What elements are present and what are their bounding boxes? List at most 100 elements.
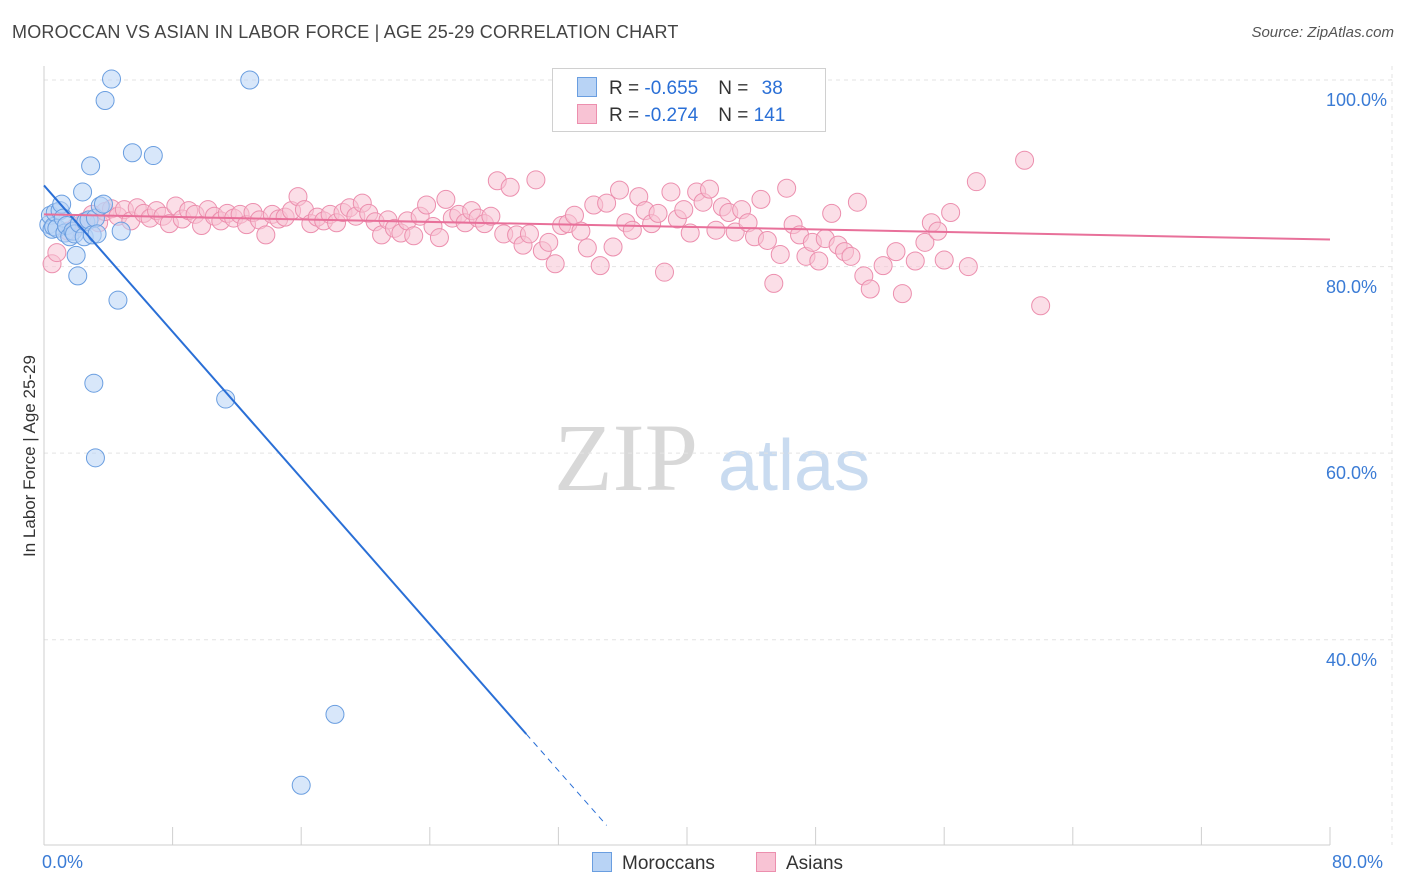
asian-point <box>892 284 912 304</box>
asian-trend-line <box>43 213 1331 241</box>
trend-lines <box>43 184 1331 826</box>
legend-row-asians: R = -0.274 N = 141 <box>577 104 785 127</box>
asian-point <box>958 257 978 277</box>
legend-r-value: -0.655 <box>644 78 699 99</box>
moroccan-point <box>81 156 101 176</box>
legend-r-label: R = <box>609 105 645 126</box>
legend-n-label: N = <box>718 105 754 126</box>
moroccan-point <box>216 389 236 409</box>
asian-point <box>256 225 276 245</box>
moroccan-point <box>102 69 122 89</box>
asian-point <box>751 189 771 209</box>
asian-point <box>847 192 867 212</box>
asian-point <box>417 195 437 215</box>
chart-title: MOROCCAN VS ASIAN IN LABOR FORCE | AGE 2… <box>12 22 679 42</box>
asian-point <box>622 220 642 240</box>
asian-points <box>42 150 1051 316</box>
asian-point <box>1015 150 1035 170</box>
moroccan-point <box>325 704 345 724</box>
asians-legend-label: Asians <box>786 853 844 874</box>
asian-point <box>597 193 617 213</box>
watermark-atlas: atlas <box>718 426 870 506</box>
asian-point <box>539 232 559 252</box>
moroccan-point <box>68 266 88 286</box>
moroccan-point <box>111 221 131 241</box>
y-tick-label: 60.0% <box>1326 463 1378 484</box>
asian-point <box>915 232 935 252</box>
legend-n-value: 141 <box>753 105 786 126</box>
asian-point <box>661 182 681 202</box>
asian-point <box>564 205 584 225</box>
moroccan-point <box>143 146 163 166</box>
asian-point <box>609 180 629 200</box>
axes <box>43 66 1331 846</box>
asian-point <box>590 256 610 276</box>
asian-point <box>860 279 880 299</box>
moroccan-point <box>73 182 93 202</box>
moroccan-point <box>93 194 113 214</box>
asian-point <box>429 228 449 248</box>
asian-point <box>886 242 906 262</box>
asian-point <box>757 230 777 250</box>
asian-point <box>706 220 726 240</box>
legend-row-moroccans: R = -0.655 N = 38 <box>577 77 783 100</box>
asian-point <box>674 200 694 220</box>
asian-point <box>436 189 456 209</box>
legend-n-label: N = <box>718 78 754 99</box>
asian-point <box>841 246 861 266</box>
moroccan-point <box>108 290 128 310</box>
asian-point <box>680 223 700 243</box>
moroccan-point <box>291 775 311 795</box>
moroccan-point <box>122 143 142 163</box>
source-label: Source: ZipAtlas.com <box>1251 24 1394 41</box>
moroccans-legend-swatch <box>592 852 612 872</box>
y-tick-label: 80.0% <box>1326 276 1378 297</box>
moroccan-points <box>39 69 345 795</box>
asian-point <box>603 237 623 257</box>
asian-point <box>648 203 668 223</box>
asian-point <box>577 238 597 258</box>
moroccans-swatch <box>577 77 597 97</box>
asian-point <box>873 256 893 276</box>
asian-point <box>654 262 674 282</box>
asian-point <box>47 243 67 263</box>
correlation-legend: R = -0.655 N = 38 R = -0.274 N = 141 <box>552 68 826 132</box>
moroccan-point <box>240 70 260 90</box>
asian-point <box>481 206 501 226</box>
asian-point <box>777 178 797 198</box>
x-tick-min: 0.0% <box>42 852 84 872</box>
asian-point <box>770 244 790 264</box>
moroccan-point <box>84 373 104 393</box>
asian-point <box>905 251 925 271</box>
moroccan-trend-line <box>43 184 528 735</box>
bottom-legend-moroccans: Moroccans <box>592 852 715 875</box>
legend-r-label: R = <box>609 78 645 99</box>
watermark-zip: ZIP <box>554 404 698 511</box>
legend-n-value: 38 <box>761 78 783 99</box>
asian-point <box>571 221 591 241</box>
asian-point <box>519 224 539 244</box>
moroccans-legend-label: Moroccans <box>622 853 715 874</box>
asians-legend-swatch <box>756 852 776 872</box>
asian-point <box>545 254 565 274</box>
moroccan-point <box>87 224 107 244</box>
asian-point <box>941 202 961 222</box>
legend-r-value: -0.274 <box>644 105 699 126</box>
asian-point <box>700 179 720 199</box>
asian-point <box>1031 296 1051 316</box>
moroccan-point <box>85 448 105 468</box>
moroccan-point <box>95 91 115 111</box>
asian-point <box>809 251 829 271</box>
moroccan-point <box>66 245 86 265</box>
asian-point <box>526 170 546 190</box>
asian-point <box>764 273 784 293</box>
asian-point <box>500 177 520 197</box>
asians-swatch <box>577 104 597 124</box>
x-tick-max: 80.0% <box>1332 852 1384 872</box>
moroccan-trend-extension <box>525 733 608 826</box>
asian-point <box>404 226 424 246</box>
y-tick-label: 40.0% <box>1326 649 1378 670</box>
asian-point <box>822 203 842 223</box>
y-tick-label: 100.0% <box>1326 89 1388 110</box>
